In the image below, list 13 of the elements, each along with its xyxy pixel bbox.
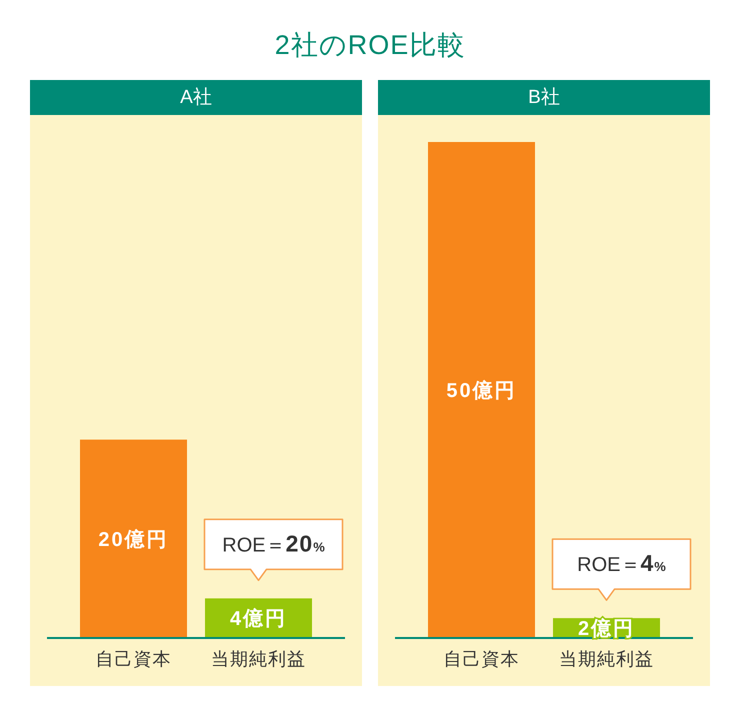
chart-title: 2社のROE比較 [274, 29, 466, 62]
x-tick-label: 当期純利益 [559, 648, 654, 669]
data-label: 20億円 [98, 528, 169, 551]
data-label: 2億円 [578, 617, 636, 640]
x-tick-label: 自己資本 [444, 648, 520, 669]
x-tick-label: 当期純利益 [211, 648, 306, 669]
chart-subtitle: A社 [30, 80, 362, 115]
data-label: 50億円 [446, 379, 517, 402]
annotation: ROE＝20% [222, 530, 326, 556]
annotation: ROE＝4% [577, 550, 666, 576]
chart-subtitle: B社 [378, 80, 710, 115]
x-tick-label: 自己資本 [96, 648, 172, 669]
data-label: 4億円 [230, 607, 288, 630]
